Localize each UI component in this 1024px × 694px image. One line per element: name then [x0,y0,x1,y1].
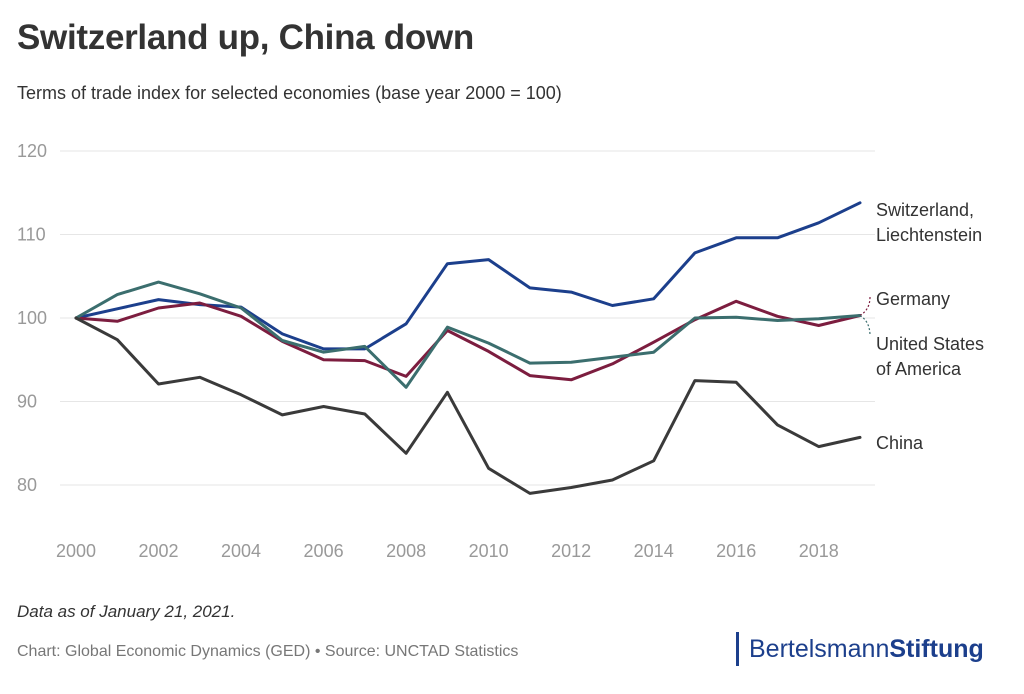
series-label-line: Liechtenstein [876,225,982,245]
y-tick-label: 90 [17,392,37,412]
series-line-switzerland-liechtenstein [74,201,862,351]
x-tick-label: 2006 [304,541,344,561]
usa-leader-line [859,314,871,337]
y-tick-label: 120 [17,141,47,161]
series-line-china [74,316,862,495]
x-tick-label: 2010 [469,541,509,561]
series-line-germany [74,299,862,382]
x-tick-label: 2016 [716,541,756,561]
germany-leader-line [859,296,871,317]
x-tick-label: 2012 [551,541,591,561]
y-tick-label: 110 [17,225,46,245]
series-label-line: Switzerland, [876,200,974,220]
x-tick-label: 2004 [221,541,261,561]
series-label-line: of America [876,359,962,379]
x-tick-label: 2002 [139,541,179,561]
y-tick-label: 80 [17,475,37,495]
series-label-line: Germany [876,289,950,309]
x-tick-label: 2000 [56,541,96,561]
series-line-united-states-of-america [74,280,862,389]
chart-title: Switzerland up, China down [17,18,474,57]
gridlines [60,150,875,486]
y-axis-ticks: 80 90 100 110 120 [17,141,47,495]
series-lines [74,201,862,495]
x-tick-label: 2014 [634,541,674,561]
x-axis-ticks: 2000 2002 2004 2006 2008 2010 2012 2014 2016 2018 [56,541,839,561]
logo-text-part1: Bertelsmann [749,634,890,663]
bertelsmann-logo: Bertelsmann Stiftung [736,632,984,666]
series-label-line: United States [876,334,984,354]
logo-text-part2: Stiftung [889,634,984,663]
x-tick-label: 2018 [799,541,839,561]
chart-subtitle: Terms of trade index for selected econom… [17,83,562,103]
series-label-line: China [876,433,924,453]
source-credit: Chart: Global Economic Dynamics (GED) • … [17,643,519,660]
data-date-note: Data as of January 21, 2021. [17,602,236,621]
series-labels: Switzerland, Liechtenstein Germany United S… [859,200,984,453]
y-tick-label: 100 [17,308,47,328]
x-tick-label: 2008 [386,541,426,561]
